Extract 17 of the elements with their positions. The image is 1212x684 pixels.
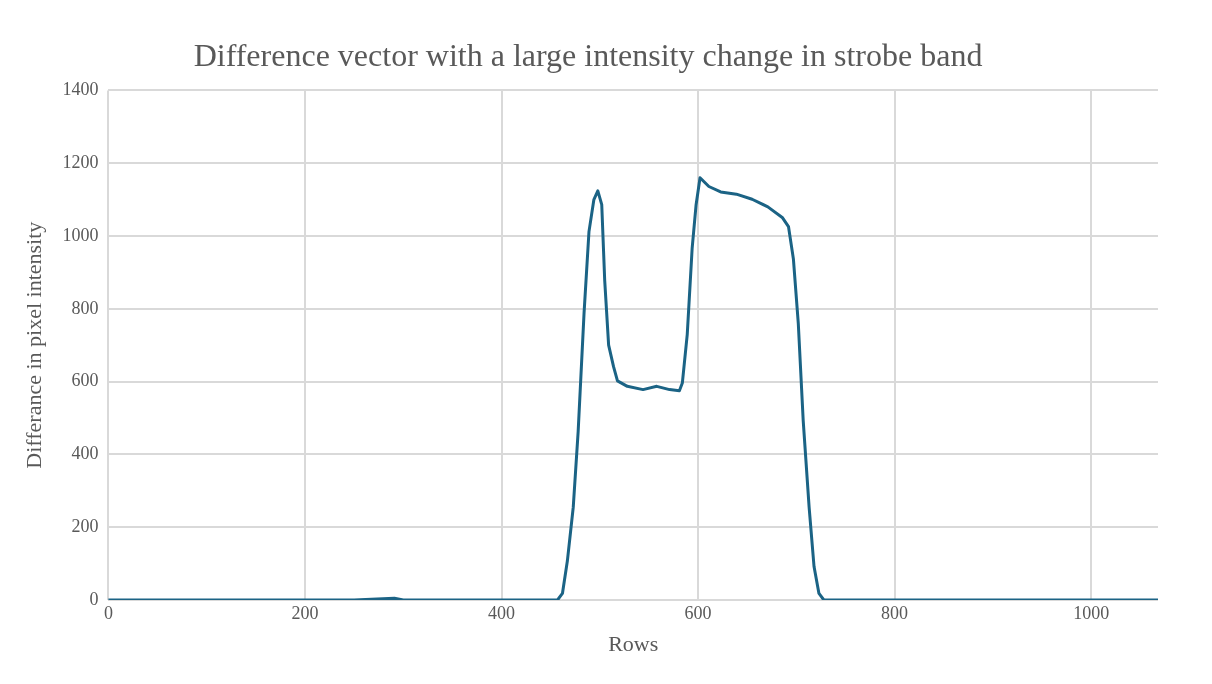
y-axis-title: Differance in pixel intensity <box>20 221 46 469</box>
y-tick-label: 800 <box>71 297 99 318</box>
y-tick-label: 1400 <box>62 79 99 100</box>
x-tick-label: 200 <box>291 602 319 623</box>
y-tick-label: 600 <box>71 370 99 391</box>
y-tick-label: 1000 <box>62 224 99 245</box>
x-tick-label: 600 <box>684 602 712 623</box>
y-tick-label: 0 <box>89 588 99 609</box>
y-tick-label: 200 <box>71 515 99 536</box>
y-tick-label: 400 <box>71 443 99 464</box>
x-tick-label: 400 <box>488 602 516 623</box>
x-tick-label: 800 <box>881 602 909 623</box>
x-axis-title: Rows <box>608 630 659 656</box>
x-tick-label: 1000 <box>1073 602 1110 623</box>
y-tick-label: 1200 <box>62 151 99 172</box>
chart-title: Difference vector with a large intensity change in strobe band <box>193 36 983 73</box>
x-tick-label: 0 <box>103 602 113 623</box>
